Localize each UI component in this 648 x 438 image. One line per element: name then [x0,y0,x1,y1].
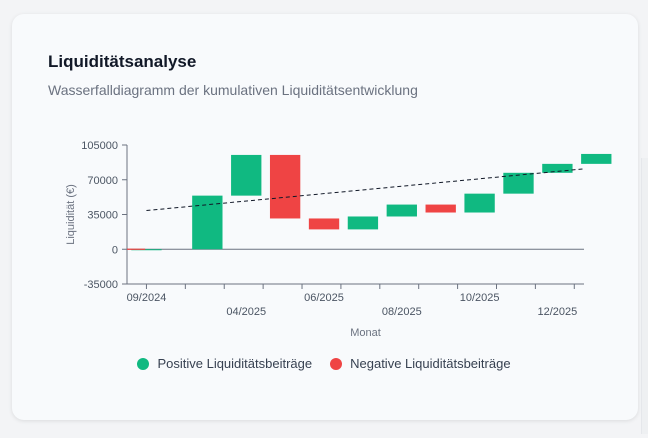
legend-label-positive: Positive Liquiditätsbeiträge [157,356,313,371]
y-axis-label: Liquidität (€) [65,184,77,245]
positive-bar [347,216,379,230]
chart-subtitle: Wasserfalldiagramm der kumulativen Liqui… [48,82,418,98]
positive-bar [131,249,162,251]
page-scrollbar[interactable] [641,158,648,434]
positive-bar [503,172,534,194]
y-axis: 105000 70000 35000 0 -35000 [81,140,128,291]
legend-label-negative: Negative Liquiditätsbeiträge [350,356,511,371]
waterfall-chart: 105000 70000 35000 0 -35000 09/2024 04/2025 06… [65,140,612,339]
x-tick-label: 08/2025 [382,306,422,318]
x-tick-label: 04/2025 [226,306,266,318]
trendline [146,168,585,212]
y-tick-label: 0 [112,244,118,256]
legend: Positive Liquiditätsbeiträge Negative Li… [0,356,648,371]
positive-bar [386,204,417,217]
y-tick-label: 105000 [81,140,118,152]
x-tick-label: 10/2025 [460,292,500,304]
positive-swatch-icon [137,357,150,370]
negative-bar [425,204,456,213]
x-axis: 09/2024 04/2025 06/2025 08/2025 10/2025 12/20… [127,248,584,318]
positive-bar [542,163,573,173]
positive-bar [231,154,262,196]
y-tick-label: -35000 [84,279,118,291]
legend-item-negative[interactable]: Negative Liquiditätsbeiträge [330,356,511,371]
y-tick-label: 35000 [87,210,118,222]
chart-card [12,14,638,420]
positive-bar [581,153,612,164]
y-tick-label: 70000 [87,175,118,187]
negative-bar [308,218,340,230]
positive-bar [192,195,223,250]
bar-group [127,153,612,251]
negative-swatch-icon [330,357,343,370]
legend-item-positive[interactable]: Positive Liquiditätsbeiträge [137,356,312,371]
chart-title: Liquiditätsanalyse [48,52,197,71]
x-tick-label: 09/2024 [127,292,167,304]
x-axis-label: Monat [350,327,381,339]
trendline-group [146,168,585,212]
positive-bar [464,193,495,213]
negative-bar [269,154,301,219]
x-tick-label: 12/2025 [538,306,578,318]
x-tick-label: 06/2025 [304,292,344,304]
